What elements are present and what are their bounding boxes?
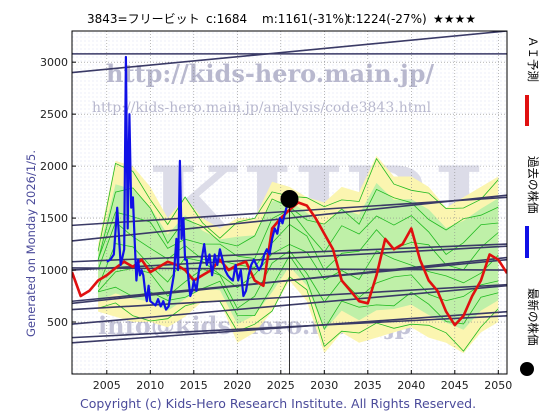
- x-tick-label: 2045: [441, 379, 469, 392]
- y-tick-label: 2000: [40, 160, 68, 173]
- y-tick-label: 2500: [40, 108, 68, 121]
- mid-price: m:1161(-31%): [262, 12, 349, 26]
- watermark-site-url: http://kids-hero.main.jp/: [106, 59, 434, 88]
- y-tick-label: 1500: [40, 212, 68, 225]
- x-tick-label: 2035: [354, 379, 382, 392]
- x-tick-label: 2050: [484, 379, 512, 392]
- trend-line: [72, 31, 507, 74]
- x-tick-label: 2020: [223, 379, 251, 392]
- x-tick-label: 2015: [180, 379, 208, 392]
- band-line: [97, 243, 499, 289]
- band-line: [97, 208, 499, 260]
- x-tick-label: 2025: [267, 379, 295, 392]
- grid-layer: [72, 31, 507, 374]
- legend-latest-label: 最新の株価: [526, 288, 540, 346]
- axis-ticks: 2005 2010 2015 2020 2025 2030 2035 2040 2045 2050…: [40, 56, 512, 392]
- y-tick-label: 500: [47, 316, 68, 329]
- x-tick-label: 2010: [136, 379, 164, 392]
- current-price: c:1684: [206, 12, 247, 26]
- generated-date: Generated on Monday 2026/1/5.: [24, 150, 38, 337]
- y-tick-label: 1000: [40, 264, 68, 277]
- band-line: [97, 276, 499, 352]
- x-tick-label: 2030: [310, 379, 338, 392]
- past-price-line: [106, 55, 291, 311]
- rating-stars: ★★★★: [433, 12, 476, 26]
- band-inner-fill: [98, 183, 499, 331]
- target-price: t:1224(-27%): [347, 12, 427, 26]
- y-tick-label: 3000: [40, 56, 68, 69]
- legend-past-label: 過去の株価: [526, 156, 540, 214]
- copyright: Copyright (c) Kids-Hero Research Institu…: [80, 396, 476, 411]
- latest-price-marker: [280, 189, 299, 208]
- band-line: [97, 187, 499, 261]
- stock-code-title: 3843=フリービット: [87, 12, 200, 26]
- x-tick-label: 2005: [93, 379, 121, 392]
- legend: ＡＩ予測 過去の株価 最新の株価: [520, 36, 540, 376]
- legend-latest-swatch: [520, 362, 534, 376]
- watermark-page-url: http://kids-hero.main.jp/analysis/code38…: [92, 100, 432, 116]
- x-tick-label: 2040: [397, 379, 425, 392]
- legend-ai-label: ＡＩ予測: [526, 36, 540, 82]
- latest-marker-layer: [280, 189, 299, 374]
